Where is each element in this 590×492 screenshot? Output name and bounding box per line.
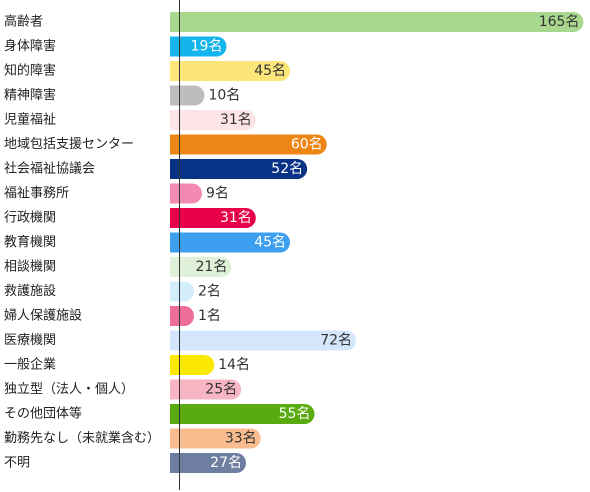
value-label: 19名 (191, 39, 223, 55)
value-label: 1名 (198, 308, 221, 324)
category-label: 勤務先なし（未就業含む） (4, 430, 160, 446)
value-label: 27名 (210, 455, 242, 471)
bar (170, 12, 584, 32)
value-label: 25名 (205, 382, 237, 398)
value-label: 165名 (539, 14, 580, 30)
value-label: 52名 (271, 161, 303, 177)
bar (170, 208, 256, 229)
value-label: 72名 (320, 333, 352, 349)
category-label: 知的障害 (4, 63, 56, 79)
bar (170, 183, 203, 204)
category-label: 福祉事務所 (4, 186, 69, 201)
category-label: 一般企業 (4, 357, 56, 373)
category-label: 救護施設 (4, 283, 56, 299)
category-label: 身体障害 (4, 38, 56, 54)
category-label: 婦人保護施設 (4, 308, 82, 324)
category-label: 相談機関 (4, 259, 56, 275)
bar (170, 281, 194, 302)
bar (170, 36, 227, 57)
value-label: 2名 (198, 284, 221, 300)
bar (170, 134, 327, 155)
value-label: 33名 (225, 431, 257, 447)
bar (170, 428, 261, 449)
bar (170, 379, 242, 400)
bars (170, 12, 584, 473)
category-label: 不明 (4, 456, 30, 471)
bar (170, 355, 215, 375)
value-label: 60名 (291, 137, 323, 153)
category-label: 医療機関 (4, 333, 56, 348)
bar (170, 232, 291, 253)
value-label: 9名 (206, 186, 229, 202)
category-labels: 高齢者身体障害知的障害精神障害児童福祉地域包括支援センター社会福祉協議会福祉事務… (4, 14, 160, 471)
value-label: 55名 (279, 406, 311, 422)
bar (170, 110, 256, 130)
value-label: 14名 (218, 357, 250, 373)
value-labels: 165名19名45名10名31名60名52名9名31名45名21名2名1名72名… (191, 14, 580, 471)
bar (170, 61, 291, 81)
bar (170, 453, 247, 473)
category-label: その他団体等 (4, 406, 82, 422)
bar (170, 257, 232, 277)
category-label: 行政機関 (4, 211, 56, 226)
value-label: 45名 (254, 63, 286, 79)
value-label: 45名 (254, 235, 286, 251)
category-label: 高齢者 (4, 14, 43, 30)
bar (170, 159, 308, 179)
category-label: 児童福祉 (4, 112, 56, 128)
value-label: 31名 (220, 112, 252, 128)
bar (170, 404, 315, 424)
bar (170, 330, 357, 351)
value-label: 21名 (196, 259, 228, 275)
category-label: 社会福祉協議会 (4, 161, 95, 177)
bar (170, 306, 194, 326)
category-label: 独立型（法人・個人） (4, 382, 134, 397)
category-label: 地域包括支援センター (4, 137, 134, 152)
bar (170, 85, 205, 106)
category-label: 教育機関 (4, 234, 56, 250)
value-label: 10名 (208, 88, 240, 104)
value-label: 31名 (220, 210, 252, 226)
category-label: 精神障害 (4, 87, 56, 103)
